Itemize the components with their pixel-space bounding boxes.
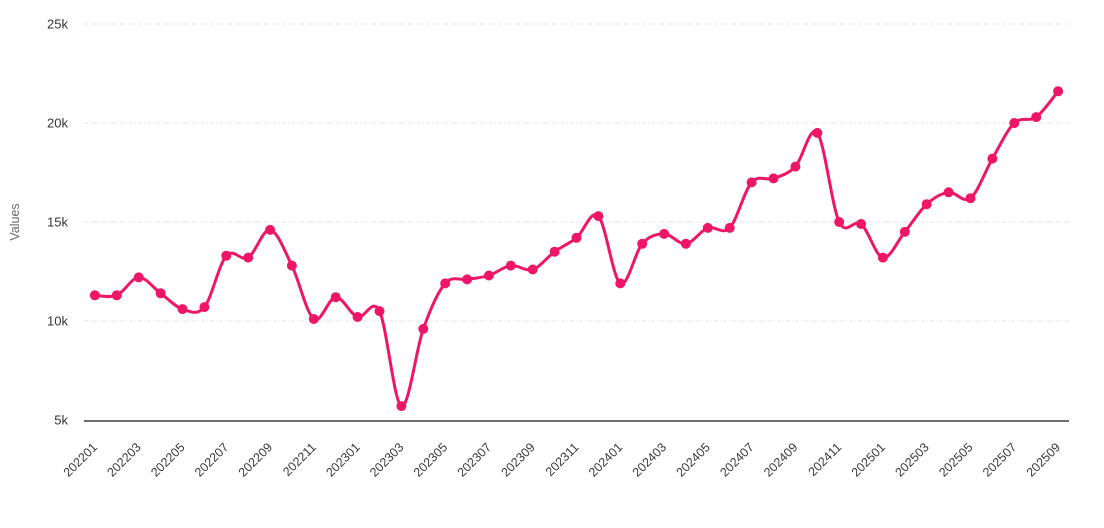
x-tick-label: 202305: [411, 440, 450, 479]
data-point[interactable]: [505, 260, 516, 271]
y-gridlines: [84, 23, 1069, 422]
x-tick-label: 202207: [192, 440, 231, 479]
data-point[interactable]: [221, 250, 232, 261]
data-point[interactable]: [396, 401, 407, 412]
y-tick-label: 15k: [47, 215, 68, 230]
x-tick-label: 202301: [323, 440, 362, 479]
y-axis-tick-labels: 5k 10k 15k 20k 25k: [47, 17, 68, 428]
data-point[interactable]: [921, 199, 932, 210]
data-point[interactable]: [549, 246, 560, 257]
data-point[interactable]: [243, 252, 254, 263]
data-point[interactable]: [965, 193, 976, 204]
data-point[interactable]: [987, 153, 998, 164]
x-tick-label: 202507: [980, 440, 1019, 479]
data-point[interactable]: [155, 288, 166, 299]
data-point[interactable]: [593, 211, 604, 222]
x-tick-label: 202211: [280, 440, 319, 479]
data-point[interactable]: [133, 272, 144, 283]
x-tick-label: 202209: [236, 440, 275, 479]
y-tick-label: 20k: [47, 116, 68, 131]
x-tick-label: 202409: [761, 440, 800, 479]
y-tick-label: 10k: [47, 314, 68, 329]
data-point[interactable]: [265, 224, 276, 235]
x-tick-label: 202401: [586, 440, 625, 479]
data-point[interactable]: [834, 217, 845, 227]
y-tick-label: 25k: [47, 17, 68, 32]
data-point[interactable]: [462, 274, 473, 285]
data-point[interactable]: [527, 264, 538, 275]
x-tick-label: 202303: [367, 440, 406, 479]
data-point[interactable]: [352, 312, 363, 322]
x-tick-label: 202509: [1024, 440, 1063, 479]
data-point[interactable]: [440, 278, 451, 289]
series-line: [93, 89, 1060, 408]
y-axis-title: Values: [8, 203, 22, 240]
x-tick-label: 202205: [148, 440, 187, 479]
data-point[interactable]: [790, 161, 801, 172]
data-point[interactable]: [943, 187, 954, 198]
data-point[interactable]: [659, 228, 670, 239]
data-point[interactable]: [177, 304, 188, 315]
data-point[interactable]: [899, 226, 910, 237]
data-point[interactable]: [724, 222, 735, 233]
data-point[interactable]: [199, 302, 210, 313]
data-point[interactable]: [111, 290, 122, 301]
data-point[interactable]: [768, 173, 779, 184]
x-tick-label: 202405: [674, 440, 713, 479]
data-point[interactable]: [746, 177, 757, 188]
data-point[interactable]: [1053, 86, 1064, 97]
x-tick-label: 202407: [717, 440, 756, 479]
data-series: [89, 86, 1064, 412]
data-point[interactable]: [308, 314, 319, 324]
data-point[interactable]: [571, 232, 582, 243]
x-tick-label: 202503: [892, 440, 931, 479]
data-point[interactable]: [330, 292, 341, 303]
x-tick-label: 202307: [455, 440, 494, 479]
data-point[interactable]: [483, 270, 494, 281]
data-point[interactable]: [877, 252, 888, 263]
data-point[interactable]: [702, 222, 713, 233]
x-axis-tick-labels: 202201 202203 202205 202207 202209 202211 2023…: [61, 440, 1064, 479]
y-tick-label: 5k: [54, 413, 68, 428]
x-tick-label: 202411: [806, 440, 845, 479]
x-tick-label: 202501: [849, 440, 888, 479]
x-tick-label: 202403: [630, 440, 669, 479]
data-point[interactable]: [680, 238, 691, 249]
data-point[interactable]: [89, 290, 100, 301]
data-point[interactable]: [1009, 118, 1020, 128]
data-point[interactable]: [812, 127, 823, 138]
data-point[interactable]: [374, 306, 385, 317]
data-point[interactable]: [1031, 112, 1042, 123]
x-tick-label: 202311: [543, 440, 582, 479]
data-point[interactable]: [615, 278, 626, 289]
x-tick-label: 202505: [936, 440, 975, 479]
data-point[interactable]: [286, 260, 297, 271]
x-tick-label: 202309: [498, 440, 537, 479]
data-point[interactable]: [856, 219, 867, 229]
x-tick-label: 202201: [61, 440, 100, 479]
data-point[interactable]: [637, 238, 648, 249]
x-tick-label: 202203: [104, 440, 143, 479]
data-point[interactable]: [418, 323, 429, 334]
